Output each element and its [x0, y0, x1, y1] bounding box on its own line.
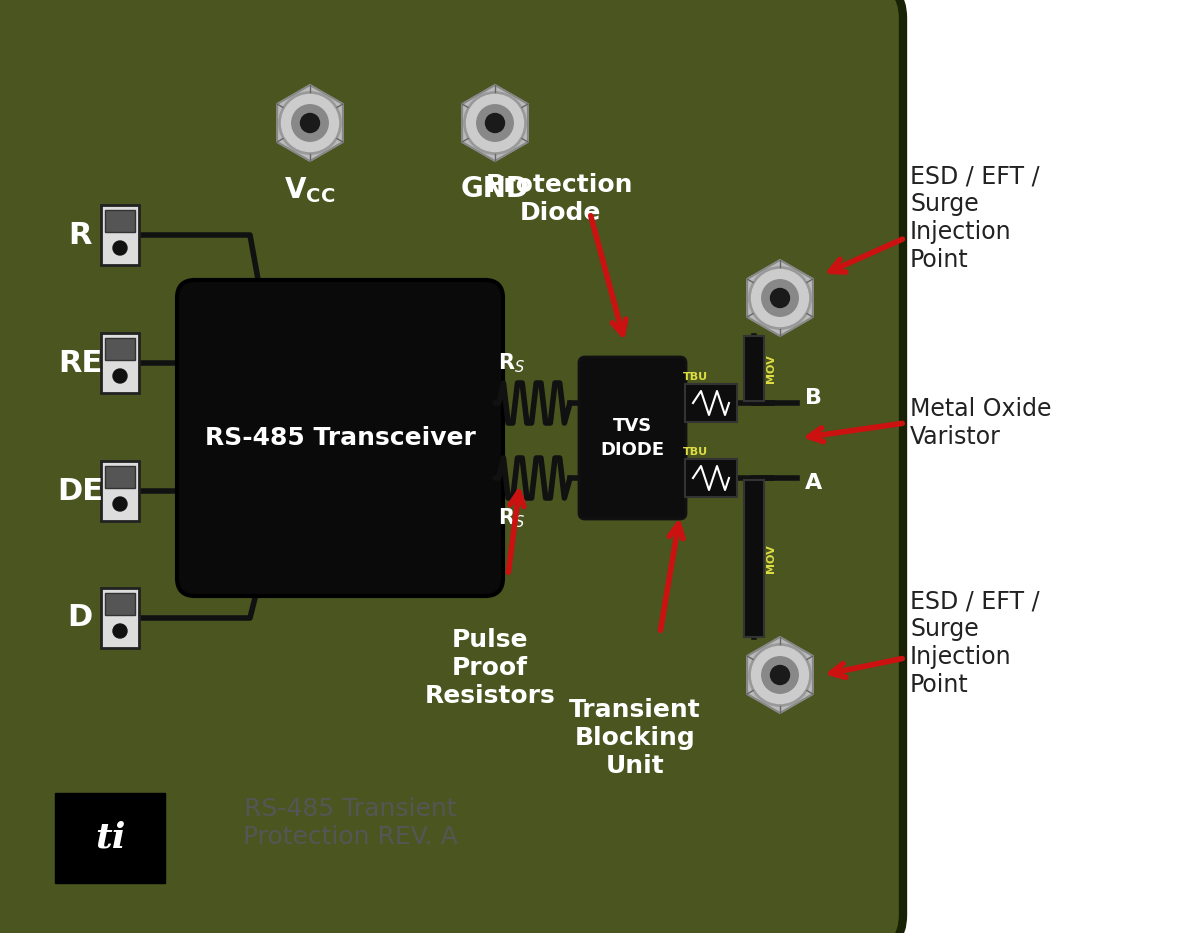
- Text: Transient
Blocking
Unit: Transient Blocking Unit: [569, 698, 701, 777]
- Text: Protection
Diode: Protection Diode: [486, 173, 634, 225]
- Circle shape: [749, 644, 811, 706]
- Text: Pulse
Proof
Resistors: Pulse Proof Resistors: [425, 628, 556, 707]
- Bar: [744, 480, 764, 637]
- Text: RS-485 Transceiver: RS-485 Transceiver: [204, 426, 475, 450]
- Circle shape: [467, 94, 523, 151]
- Polygon shape: [277, 85, 343, 161]
- Text: R$_S$: R$_S$: [498, 352, 526, 375]
- Circle shape: [464, 91, 526, 154]
- Text: MOV: MOV: [766, 544, 776, 573]
- Circle shape: [770, 288, 790, 308]
- Circle shape: [278, 91, 341, 154]
- Text: B: B: [805, 388, 822, 408]
- FancyBboxPatch shape: [0, 0, 904, 933]
- Text: D: D: [67, 604, 92, 633]
- Polygon shape: [748, 260, 812, 336]
- Text: ESD / EFT /
Surge
Injection
Point: ESD / EFT / Surge Injection Point: [910, 590, 1039, 697]
- Bar: [55, 793, 166, 883]
- Circle shape: [751, 647, 809, 703]
- Circle shape: [113, 497, 127, 511]
- Text: MOV: MOV: [766, 355, 776, 383]
- Text: ti: ti: [95, 821, 125, 855]
- Text: $\mathbf{V_{CC}}$: $\mathbf{V_{CC}}$: [284, 175, 336, 205]
- Bar: [101, 461, 139, 521]
- Circle shape: [749, 267, 811, 329]
- Circle shape: [751, 270, 809, 327]
- Circle shape: [300, 114, 319, 132]
- Text: A: A: [805, 473, 822, 493]
- Circle shape: [476, 104, 514, 141]
- Bar: [101, 333, 139, 393]
- Circle shape: [292, 104, 329, 141]
- Bar: [744, 336, 764, 401]
- Text: TBU: TBU: [683, 372, 708, 382]
- Circle shape: [486, 114, 504, 132]
- Text: GND: GND: [461, 175, 529, 203]
- Circle shape: [113, 369, 127, 383]
- Text: TVS
DIODE: TVS DIODE: [600, 417, 665, 459]
- FancyBboxPatch shape: [178, 280, 503, 596]
- Bar: [685, 459, 737, 497]
- Circle shape: [762, 657, 798, 693]
- Polygon shape: [462, 85, 528, 161]
- Circle shape: [282, 94, 338, 151]
- Bar: [106, 466, 134, 488]
- Text: RS-485 Transient
Protection REV. A: RS-485 Transient Protection REV. A: [242, 797, 457, 849]
- Text: ESD / EFT /
Surge
Injection
Point: ESD / EFT / Surge Injection Point: [910, 164, 1039, 272]
- FancyBboxPatch shape: [580, 357, 686, 519]
- Text: TBU: TBU: [683, 447, 708, 457]
- Circle shape: [113, 624, 127, 638]
- Text: 🔷: 🔷: [100, 816, 120, 850]
- Text: R: R: [68, 220, 91, 249]
- Text: DE: DE: [58, 477, 103, 506]
- Bar: [106, 210, 134, 232]
- Bar: [685, 384, 737, 422]
- Circle shape: [113, 241, 127, 255]
- Bar: [106, 338, 134, 360]
- Polygon shape: [748, 637, 812, 713]
- Bar: [106, 593, 134, 615]
- Text: R$_S$: R$_S$: [498, 506, 526, 530]
- Bar: [101, 588, 139, 648]
- Circle shape: [770, 665, 790, 685]
- Bar: [101, 205, 139, 265]
- Text: Metal Oxide
Varistor: Metal Oxide Varistor: [910, 397, 1051, 449]
- Text: RE: RE: [58, 349, 102, 378]
- Circle shape: [762, 280, 798, 316]
